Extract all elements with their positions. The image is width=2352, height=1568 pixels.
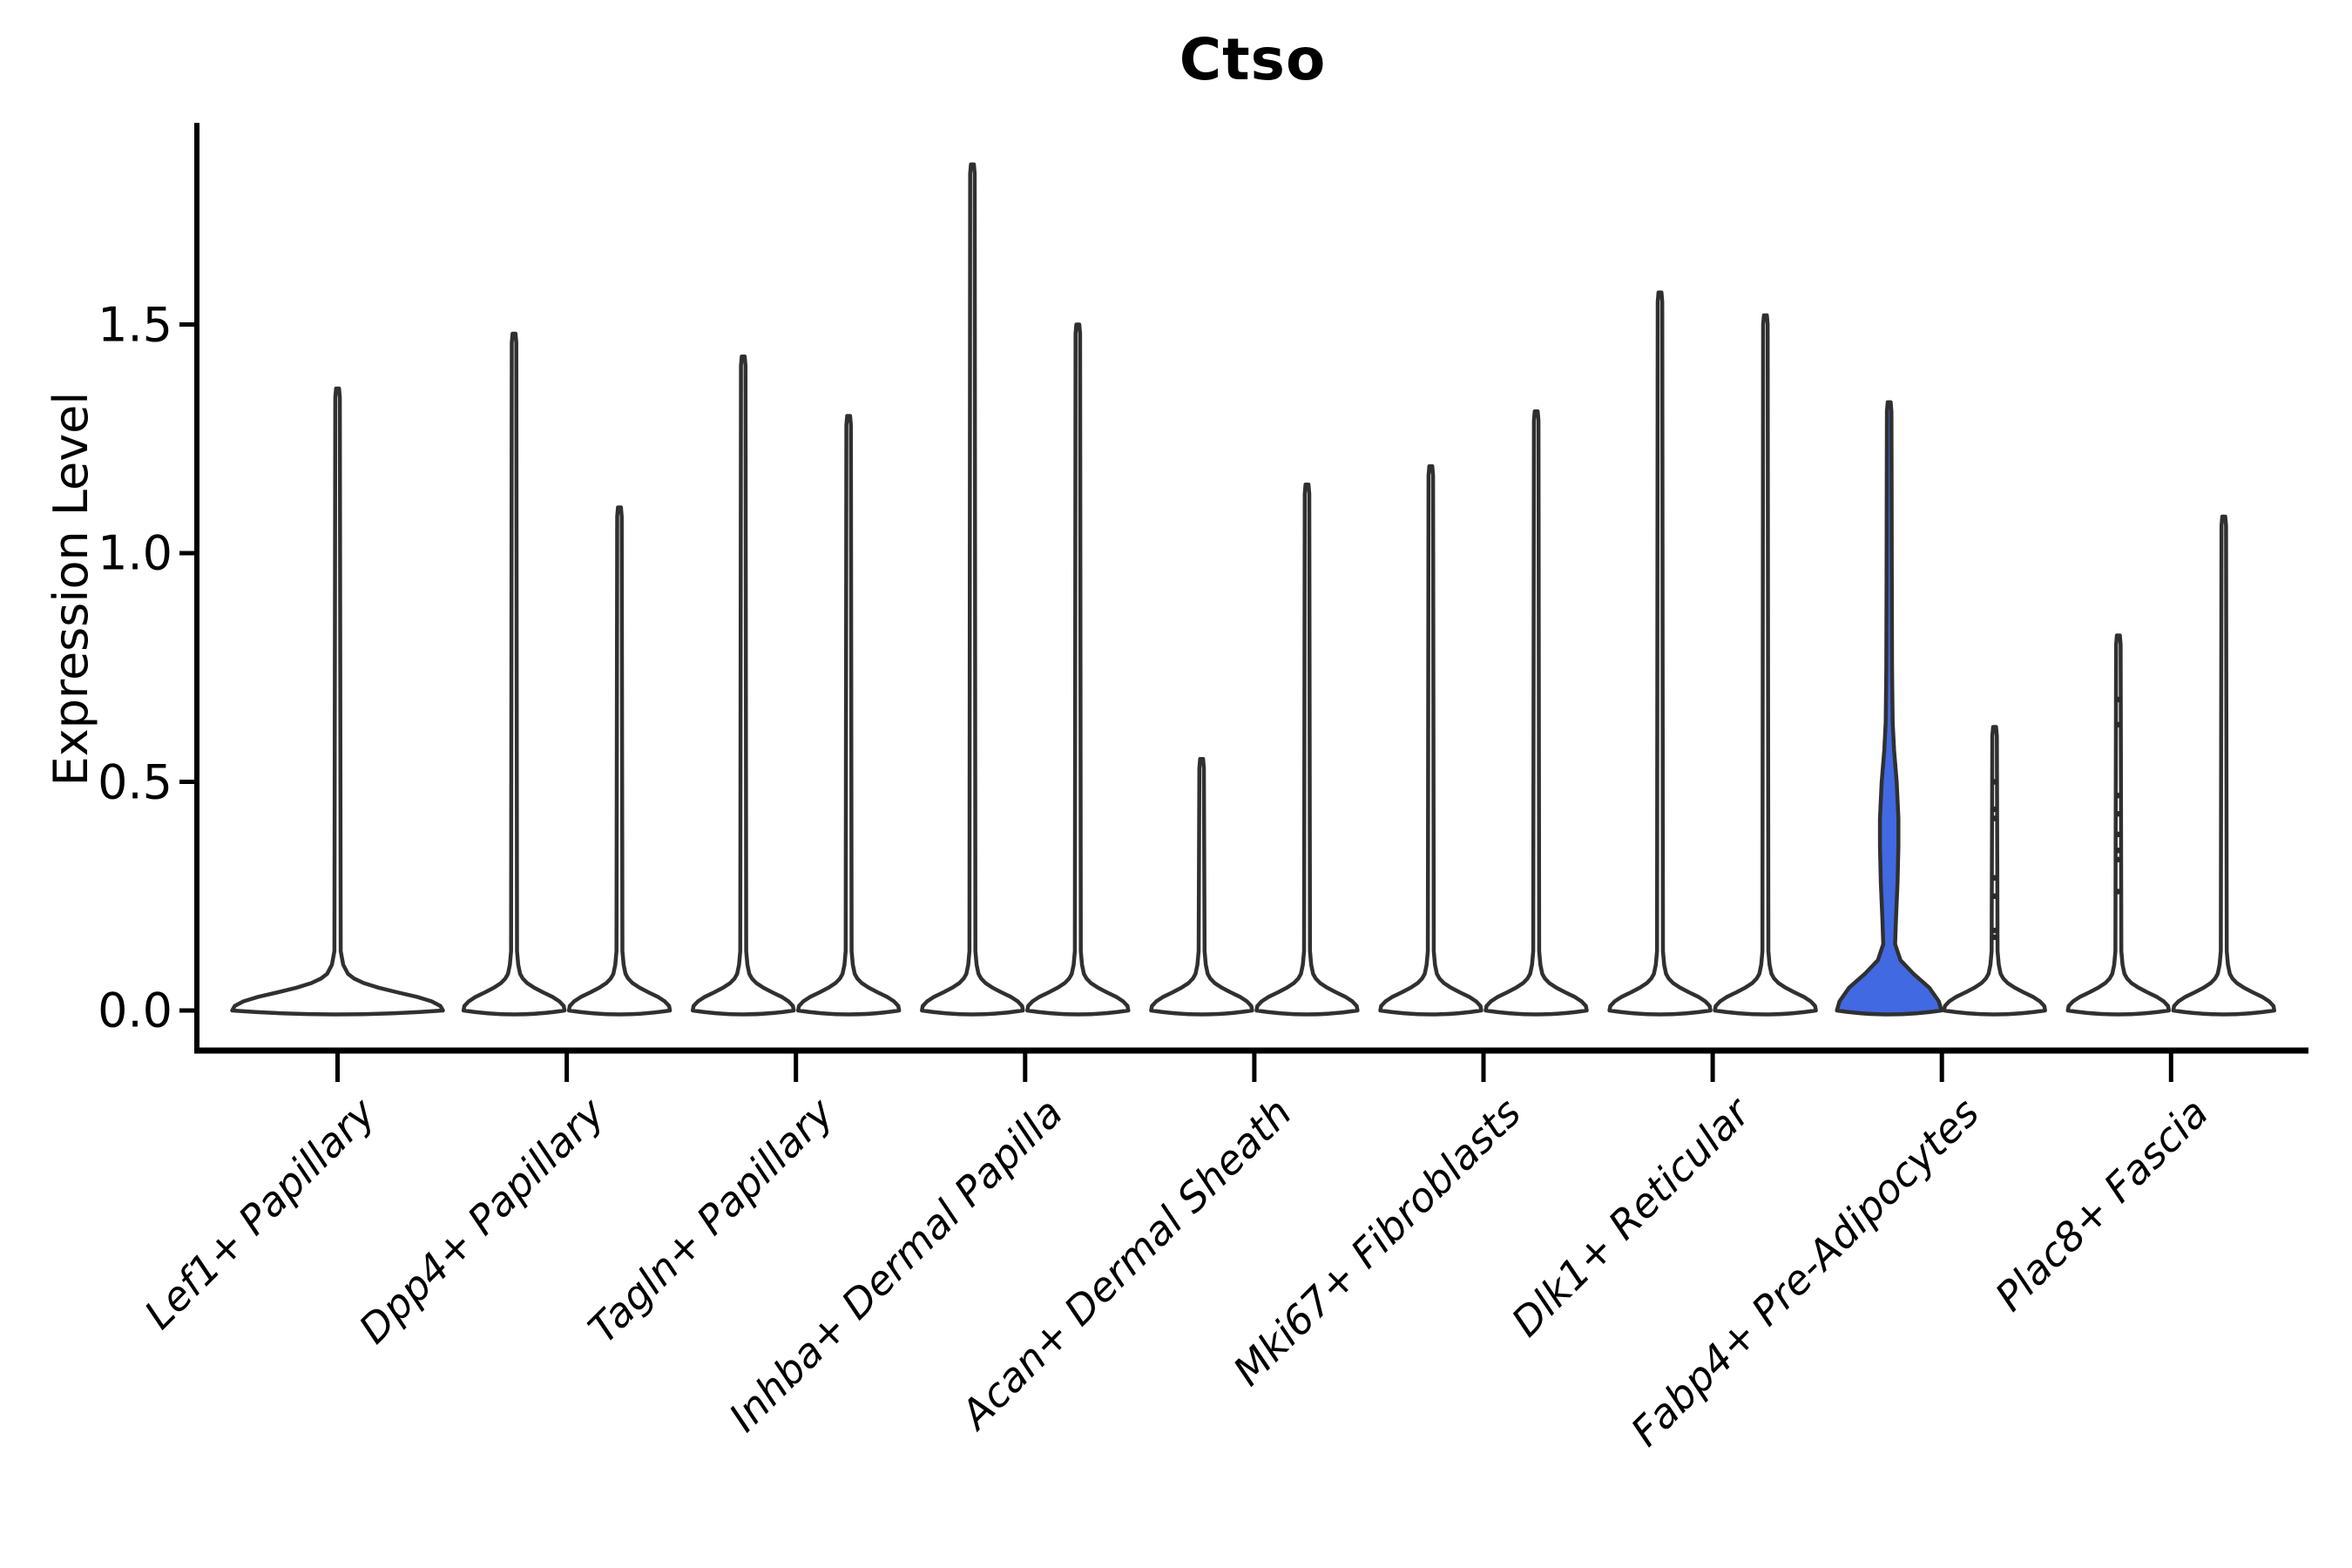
violin (2171, 514, 2277, 1017)
violin (2065, 633, 2172, 1017)
violin (1378, 464, 1484, 1017)
data-point (2115, 721, 2121, 728)
data-point (1991, 875, 1997, 881)
data-point (2115, 793, 2121, 799)
data-point (2115, 856, 2121, 862)
violin (920, 162, 1025, 1017)
y-tick-label: 0.0 (98, 983, 172, 1038)
data-point (1991, 927, 1997, 934)
data-point (1991, 893, 1997, 899)
violin (461, 331, 567, 1017)
violin (795, 414, 902, 1017)
violin (1942, 725, 2047, 1017)
data-point (1991, 806, 1997, 813)
violin (566, 505, 672, 1017)
violin (1149, 757, 1254, 1017)
y-tick-label: 1.0 (98, 525, 172, 581)
data-point (1991, 934, 1997, 941)
data-point (1991, 815, 1997, 821)
violin (1254, 483, 1360, 1017)
violin (1835, 400, 1943, 1017)
y-tick-label: 0.5 (98, 754, 172, 809)
data-point (2115, 696, 2121, 703)
violin (690, 355, 796, 1017)
data-point (1991, 779, 1997, 785)
violin (1713, 313, 1818, 1017)
violin (230, 386, 445, 1017)
violin (1025, 322, 1131, 1017)
data-point (2115, 848, 2121, 854)
chart-title: Ctso (1179, 26, 1327, 93)
data-point (2115, 831, 2121, 838)
violin (1484, 409, 1589, 1017)
data-point (2115, 889, 2121, 895)
violin (1607, 290, 1713, 1017)
y-tick-label: 1.5 (98, 297, 172, 352)
data-point (2115, 811, 2121, 817)
